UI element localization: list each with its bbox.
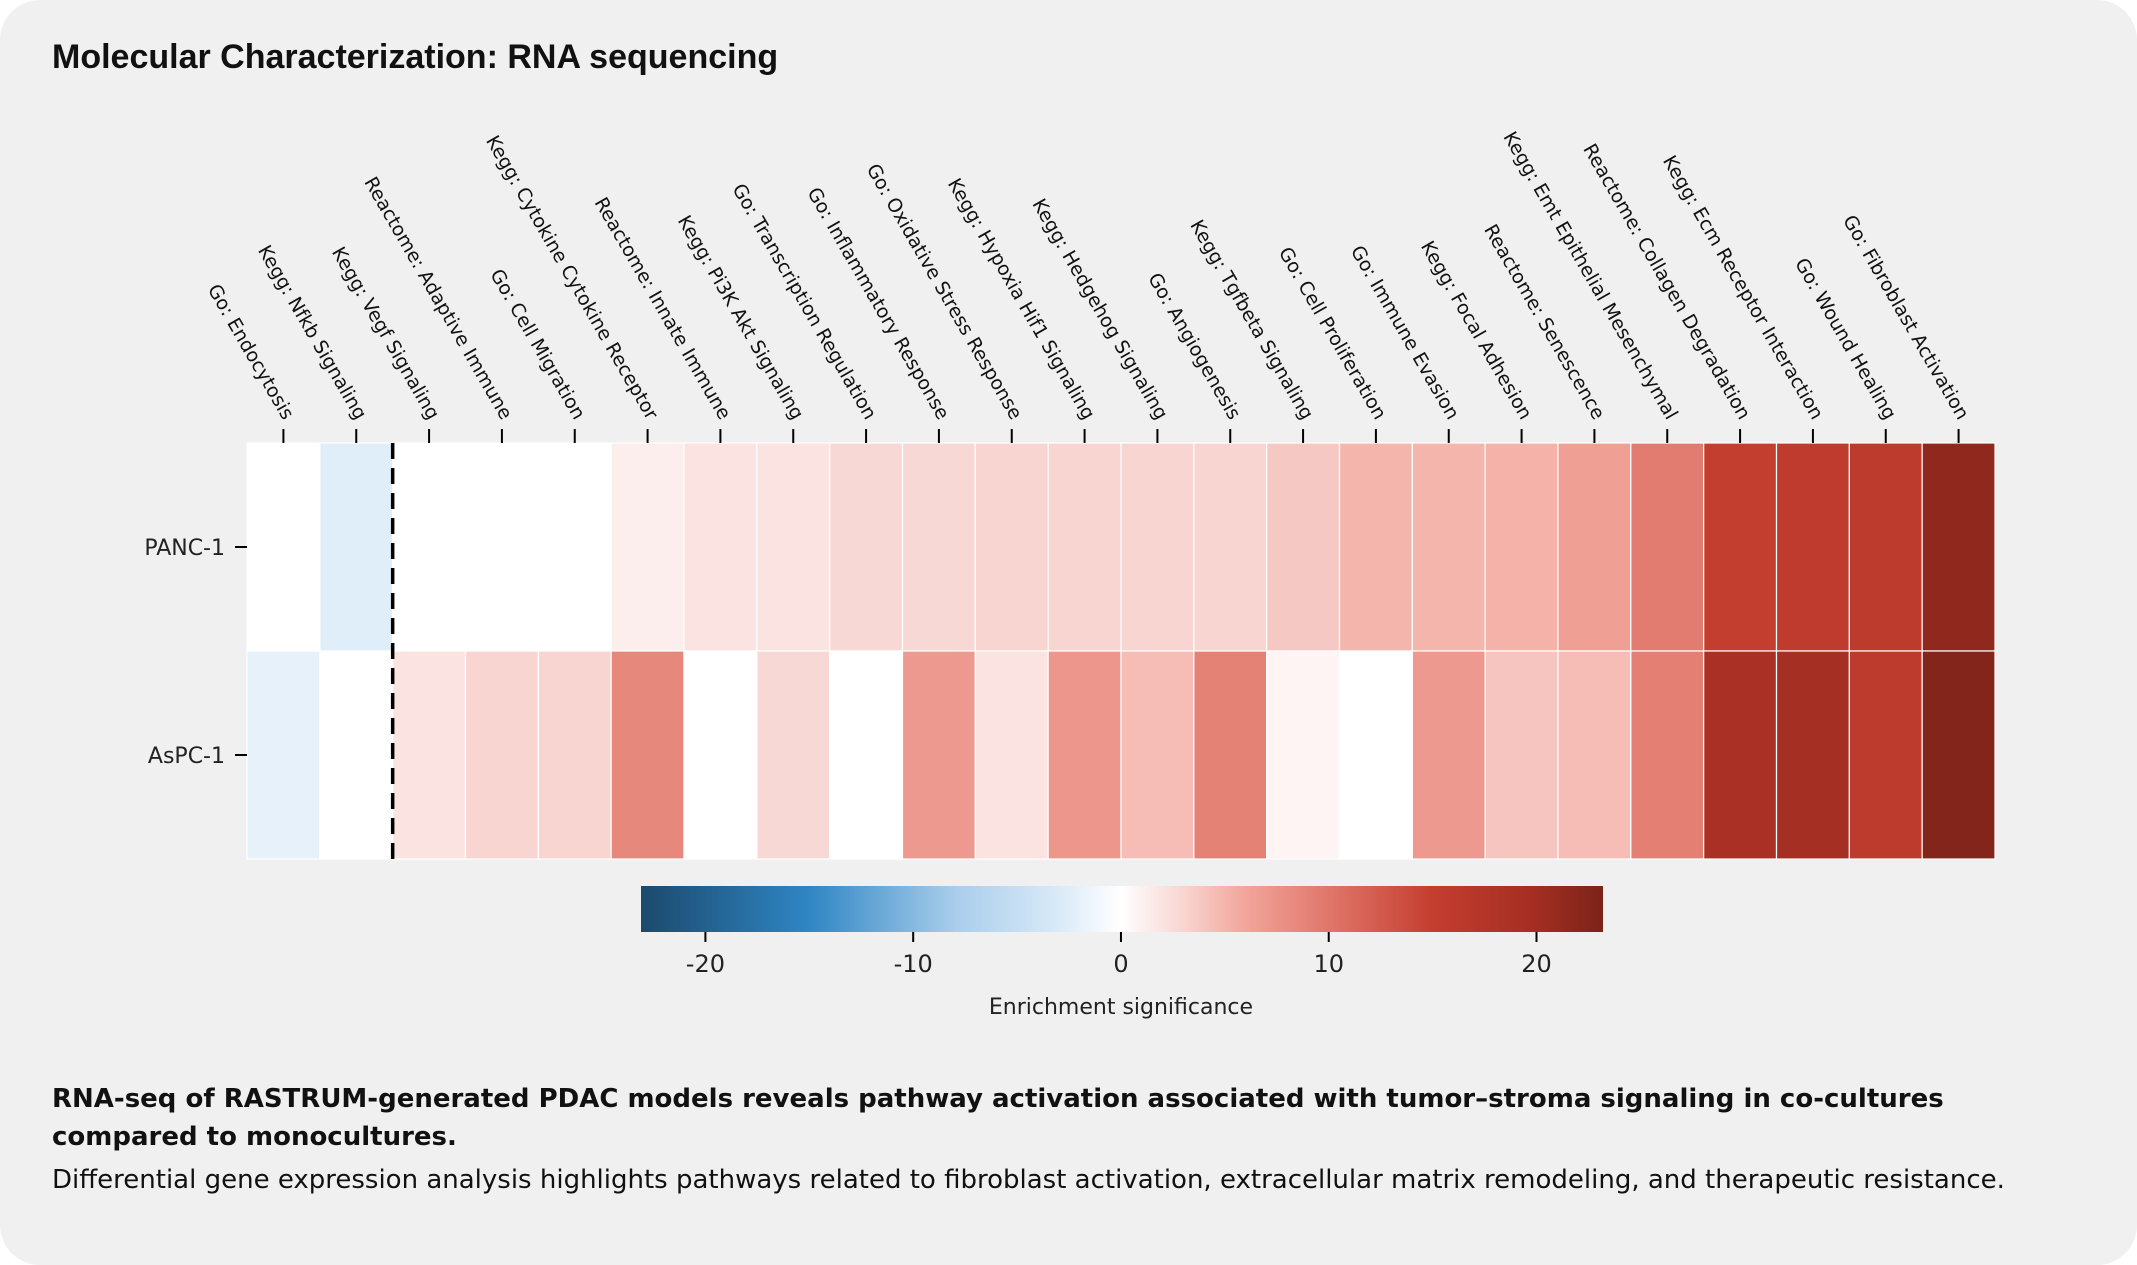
page-title: Molecular Characterization: RNA sequenci…: [52, 38, 779, 76]
heatmap-cell: [319, 442, 394, 652]
heatmap-cell: [1630, 650, 1705, 860]
column-label: Reactome: Adaptive Immune: [359, 173, 516, 423]
colorbar: [641, 886, 1603, 932]
heatmap-cell: [1484, 650, 1559, 860]
heatmap-cell: [246, 650, 321, 860]
heatmap-cell: [1120, 650, 1195, 860]
heatmap-cell: [1338, 442, 1413, 652]
heatmap-cell: [1557, 650, 1632, 860]
heatmap-cell: [1848, 650, 1923, 860]
heatmap-cell: [974, 442, 1049, 652]
heatmap-cell: [1266, 442, 1341, 652]
heatmap-cell: [1921, 442, 1996, 652]
column-label: Go: Fibroblast Activation: [1838, 211, 1973, 423]
heatmap-cell: [1848, 442, 1923, 652]
heatmap-cell: [1775, 650, 1850, 860]
heatmap-cell: [1411, 442, 1486, 652]
colorbar-tick-label: 0: [1113, 950, 1128, 978]
heatmap-cell: [901, 442, 976, 652]
colorbar-tick-label: -20: [686, 950, 725, 978]
heatmap-cell: [829, 650, 904, 860]
colorbar-tick-label: -10: [894, 950, 933, 978]
heatmap-cell: [1703, 442, 1778, 652]
heatmap-cell: [683, 442, 758, 652]
heatmap-cell: [1193, 650, 1268, 860]
heatmap-cell: [246, 442, 321, 652]
caption-body: Differential gene expression analysis hi…: [52, 1165, 2005, 1195]
heatmap-cell: [1266, 650, 1341, 860]
heatmap-cell: [756, 650, 831, 860]
row-label: AsPC-1: [148, 744, 225, 769]
heatmap-cell: [537, 650, 612, 860]
heatmap-cell: [1775, 442, 1850, 652]
heatmap-cell: [1630, 442, 1705, 652]
heatmap-cell: [1047, 442, 1122, 652]
heatmap-cell: [1411, 650, 1486, 860]
colorbar-label: Enrichment significance: [989, 995, 1253, 1020]
heatmap-cell: [392, 442, 467, 652]
column-label: Kegg: Hypoxia Hif1 Signaling: [943, 175, 1099, 424]
column-label: Go: Inflammatory Response: [803, 184, 954, 424]
heatmap-cell: [1338, 650, 1413, 860]
heatmap-cell: [1557, 442, 1632, 652]
heatmap-cell: [537, 442, 612, 652]
heatmap-cell: [683, 650, 758, 860]
heatmap-cell: [756, 442, 831, 652]
heatmap-cell: [829, 442, 904, 652]
row-label: PANC-1: [144, 536, 225, 561]
heatmap-cell: [610, 442, 685, 652]
figure-caption: RNA-seq of RASTRUM-generated PDAC models…: [52, 1080, 2092, 1200]
colorbar-tick-label: 20: [1521, 950, 1552, 978]
column-label: Go: Oxidative Stress Response: [862, 160, 1027, 423]
heatmap-cell: [464, 442, 539, 652]
heatmap-cell: [1193, 442, 1268, 652]
column-label: Reactome: Innate Immune: [590, 194, 735, 424]
heatmap-cell: [901, 650, 976, 860]
heatmap-cell: [1921, 650, 1996, 860]
column-label: Kegg: Hedgehog Signaling: [1028, 195, 1173, 423]
column-label: Kegg: Pi3K Akt Signaling: [673, 212, 808, 424]
heatmap-cell: [464, 650, 539, 860]
heatmap-cell: [1703, 650, 1778, 860]
heatmap-cell: [1484, 442, 1559, 652]
colorbar-tick-label: 10: [1313, 950, 1344, 978]
heatmap-cell: [610, 650, 685, 860]
column-label: Kegg: Tgfbeta Signaling: [1185, 216, 1317, 423]
heatmap-cell: [1120, 442, 1195, 652]
caption-heading: RNA-seq of RASTRUM-generated PDAC models…: [52, 1084, 1944, 1152]
heatmap-cell: [319, 650, 394, 860]
heatmap-cell: [1047, 650, 1122, 860]
heatmap-cell: [974, 650, 1049, 860]
heatmap-cell: [392, 650, 467, 860]
column-label: Go: Transcription Regulation: [728, 180, 881, 424]
